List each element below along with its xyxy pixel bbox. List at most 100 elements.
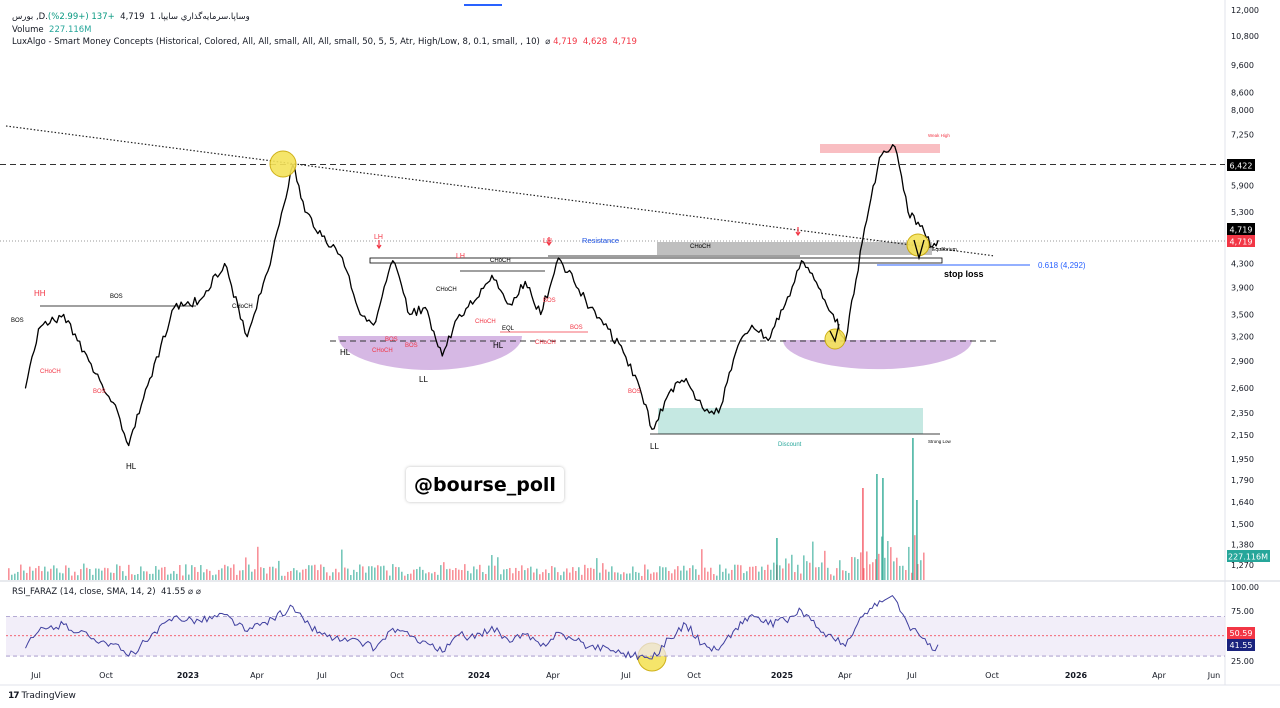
price-tick-label: 2,150 xyxy=(1231,431,1254,440)
rsi-line xyxy=(25,594,939,661)
volume-bar xyxy=(392,564,394,580)
volume-bar xyxy=(785,558,787,580)
volume-bar xyxy=(659,566,661,580)
choch-label: CHoCH xyxy=(40,369,61,375)
volume-bar xyxy=(395,566,397,580)
volume-bar xyxy=(584,564,586,580)
bos-label: BOS xyxy=(543,298,556,304)
volume-bar xyxy=(533,572,535,580)
volume-bar xyxy=(497,557,499,580)
bos-label: BOS xyxy=(405,343,418,349)
time-axis[interactable]: Jul Oct 2023 Apr Jul Oct 2024 Apr Jul Oct 2025 Apr J… xyxy=(30,671,1220,680)
time-tick-label: Oct xyxy=(687,671,701,680)
volume-bar xyxy=(128,564,130,580)
price-point xyxy=(557,257,560,259)
price-point xyxy=(392,260,394,262)
rsi-info-line[interactable]: RSI_FARAZ (14, close, SMA, 14, 2) 41.55 … xyxy=(12,587,201,597)
volume-bar xyxy=(416,569,418,580)
volume-bar xyxy=(359,564,361,580)
symbol-name[interactable]: بورس ,D.وساپا.سرمايه‌گذاري سايپا، 1 xyxy=(12,12,250,22)
volume-bar xyxy=(68,567,70,580)
close-price-tag xyxy=(1227,223,1255,235)
rsi-value-text: 41.55 xyxy=(1230,641,1253,650)
volume-spike-bar xyxy=(882,478,884,580)
volume-bar xyxy=(740,565,742,580)
volume-bar xyxy=(773,562,775,580)
volume-bar xyxy=(347,568,349,580)
volume-bar xyxy=(764,569,766,580)
volume-bar xyxy=(548,573,550,580)
volume-bar xyxy=(299,572,301,580)
price-tick-label: 8,000 xyxy=(1231,106,1254,115)
discount-label: Discount xyxy=(778,442,802,448)
price-tick-label: 8,600 xyxy=(1231,88,1254,97)
volume-bar xyxy=(350,575,352,580)
price-tick-label: 1,270 xyxy=(1231,561,1254,570)
time-tick-label: Jul xyxy=(316,671,327,680)
price-point xyxy=(832,313,834,316)
volume-bar xyxy=(836,568,838,580)
volume-bar xyxy=(293,568,295,580)
price-axis[interactable]: 12,000 10,800 9,600 8,600 8,000 7,250 6,422 5,9… xyxy=(1227,6,1270,666)
tradingview-logo[interactable]: 17 TradingView xyxy=(8,691,76,701)
volume-bar xyxy=(287,571,289,580)
volume-bar xyxy=(407,573,409,580)
volume-bar xyxy=(119,565,121,580)
volume-bar xyxy=(920,560,922,580)
volume-bar xyxy=(737,564,739,580)
volume-bar xyxy=(713,574,715,580)
price-tick-label: 1,790 xyxy=(1231,476,1254,485)
volume-bar xyxy=(869,564,871,580)
volume-bar xyxy=(401,571,403,580)
volume-bar xyxy=(872,562,874,580)
choch-label: CHoCH xyxy=(436,287,457,293)
volume-bar xyxy=(200,565,202,580)
volume-bar xyxy=(833,575,835,580)
symbol-info-line[interactable]: بورس ,D.وساپا.سرمايه‌گذاري سايپا، 1 4,71… xyxy=(12,12,250,22)
price-tick-label: 3,500 xyxy=(1231,310,1254,319)
price-tick-label: 2,350 xyxy=(1231,409,1254,418)
volume-bar xyxy=(830,574,832,580)
volume-bar xyxy=(617,572,619,580)
volume-bar xyxy=(557,572,559,580)
volume-bar xyxy=(188,574,190,580)
indicator-info-line[interactable]: LuxAlgo - Smart Money Concepts (Historic… xyxy=(12,37,637,47)
volume-bar xyxy=(719,564,721,580)
rsi-tick-label: 75.00 xyxy=(1231,607,1254,616)
price-point xyxy=(359,313,361,316)
volume-bar xyxy=(77,575,79,580)
volume-bar xyxy=(194,567,196,580)
hl-label: HL xyxy=(126,462,137,471)
volume-bar xyxy=(158,569,160,580)
bos-label: BOS xyxy=(628,389,641,395)
rsi-band xyxy=(6,616,1225,657)
volume-bar xyxy=(101,570,103,580)
volume-bar xyxy=(431,573,433,580)
volume-bar xyxy=(701,549,703,580)
volume-bar xyxy=(140,566,142,580)
volume-bar xyxy=(176,573,178,580)
volume-bar xyxy=(65,565,67,580)
volume-bar xyxy=(878,553,880,580)
volume-bar xyxy=(494,565,496,580)
price-tick-label: 7,250 xyxy=(1231,131,1254,140)
volume-bar xyxy=(422,569,424,580)
weak-high-label: Weak High xyxy=(928,133,950,138)
rsi-tick-label: 25.00 xyxy=(1231,657,1254,666)
rsi-signal-tag xyxy=(1227,627,1255,639)
price-point xyxy=(894,146,896,148)
volume-bar xyxy=(47,571,49,580)
volume-bar xyxy=(515,567,517,580)
volume-bar xyxy=(380,566,382,580)
price-point xyxy=(424,306,426,309)
volume-bar xyxy=(902,565,904,580)
discount-zone xyxy=(658,408,923,434)
bos-label: BOS xyxy=(93,389,106,395)
time-tick-label: Jul xyxy=(30,671,41,680)
volume-info-line[interactable]: Volume 227.116M xyxy=(12,25,92,35)
volume-bar xyxy=(890,547,892,580)
volume-bar xyxy=(662,567,664,580)
price-point xyxy=(88,360,90,362)
price-point xyxy=(128,444,130,447)
